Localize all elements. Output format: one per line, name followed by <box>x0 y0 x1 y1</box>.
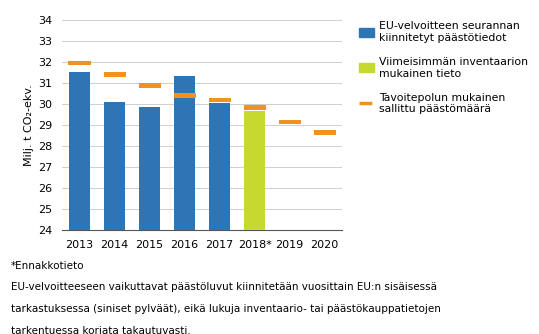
Bar <box>103 72 126 77</box>
Y-axis label: Milj. t CO₂-ekv.: Milj. t CO₂-ekv. <box>24 85 34 166</box>
Bar <box>68 61 91 65</box>
Bar <box>139 107 160 230</box>
Bar <box>209 98 231 102</box>
Text: *Ennakkotieto: *Ennakkotieto <box>11 261 84 271</box>
Bar <box>174 94 196 98</box>
Bar <box>139 83 161 88</box>
Bar <box>69 71 90 230</box>
Bar <box>244 111 265 230</box>
Text: tarkastuksessa (siniset pylväät), eikä lukuja inventaario- tai päästökauppatieto: tarkastuksessa (siniset pylväät), eikä l… <box>11 304 441 314</box>
Bar <box>314 130 336 135</box>
Bar <box>279 120 301 124</box>
Text: EU-velvoitteeseen vaikuttavat päästöluvut kiinnitetään vuosittain EU:n sisäisess: EU-velvoitteeseen vaikuttavat päästöluvu… <box>11 282 437 292</box>
Bar <box>174 76 195 230</box>
Bar <box>104 102 125 230</box>
Bar <box>244 105 266 110</box>
Text: tarkentuessa korjata takautuvasti.: tarkentuessa korjata takautuvasti. <box>11 326 190 334</box>
Legend: EU-velvoitteen seurannan
kiinnitetyt päästötiedot, Viimeisimmän inventaarion
muk: EU-velvoitteen seurannan kiinnitetyt pää… <box>359 21 528 114</box>
Bar <box>209 103 230 230</box>
